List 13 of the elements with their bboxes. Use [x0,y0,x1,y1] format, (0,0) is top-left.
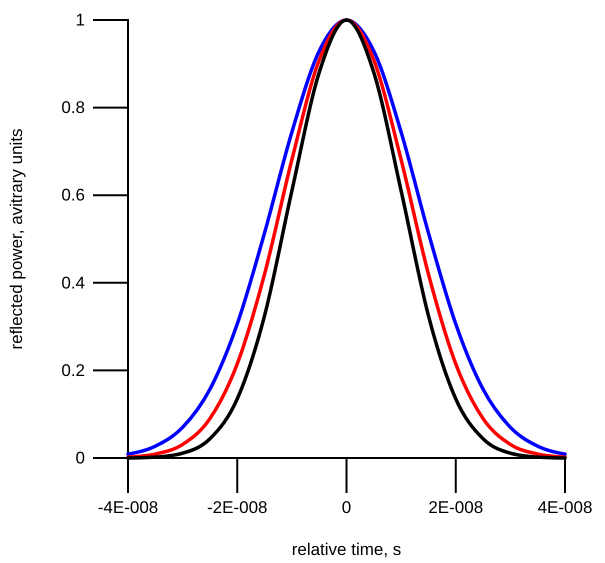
x-tick-label: 4E-008 [538,498,592,518]
y-tick-label: 0.2 [61,360,85,380]
x-tick-label: -2E-008 [207,498,268,518]
x-tick-label: 2E-008 [428,498,484,518]
y-tick-label: 0.4 [61,273,85,292]
x-tick-label: -4E-008 [98,498,158,518]
y-tick-label: 0.8 [61,98,85,118]
y-tick-label: 0 [76,448,85,468]
y-axis-title: reflected power, avitrary units [7,128,26,350]
x-tick-label: 0 [342,498,352,518]
y-tick-label: 1 [76,10,85,30]
x-axis-title: relative time, s [292,540,402,559]
y-tick-label: 0.6 [61,186,85,205]
